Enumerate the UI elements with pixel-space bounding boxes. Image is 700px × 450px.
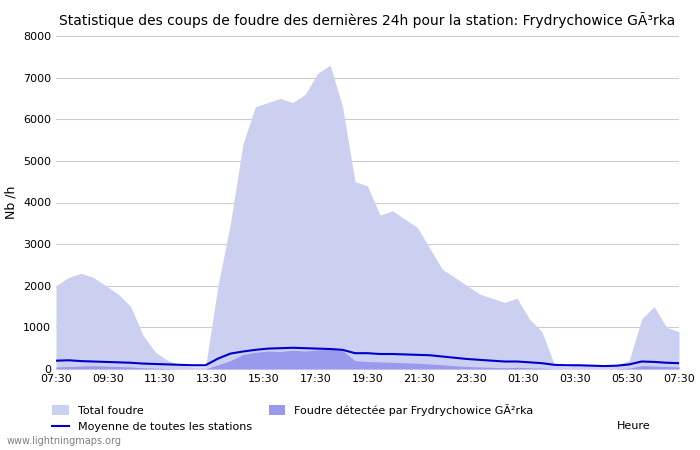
Y-axis label: Nb /h: Nb /h: [4, 186, 18, 219]
Text: Heure: Heure: [617, 421, 651, 431]
Legend: Total foudre, Moyenne de toutes les stations, Foudre détectée par Frydrychowice : Total foudre, Moyenne de toutes les stat…: [48, 400, 538, 436]
Text: www.lightningmaps.org: www.lightningmaps.org: [7, 436, 122, 446]
Title: Statistique des coups de foudre des dernières 24h pour la station: Frydrychowice: Statistique des coups de foudre des dern…: [60, 12, 676, 28]
